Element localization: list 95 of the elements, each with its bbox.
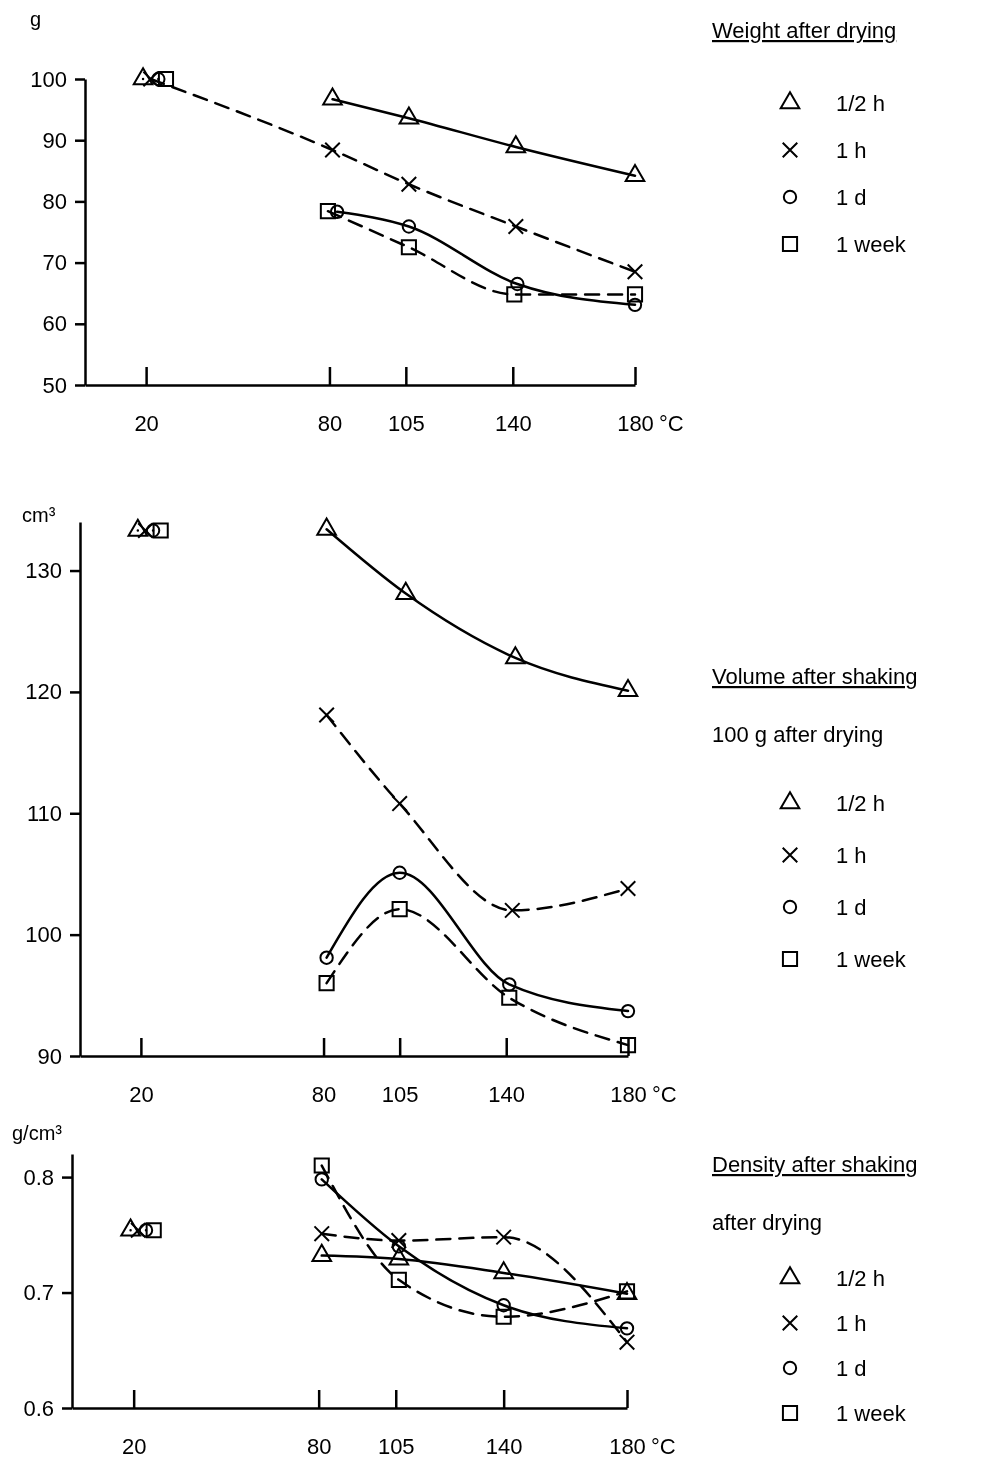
point bbox=[138, 1223, 154, 1238]
x-tick-label: 80 bbox=[311, 1081, 337, 1107]
point bbox=[627, 297, 643, 312]
point bbox=[152, 522, 169, 539]
text: Volume after shaking 100 g after drying bbox=[712, 664, 918, 747]
legend-label: 1 h bbox=[836, 842, 867, 868]
point bbox=[619, 880, 637, 897]
point bbox=[506, 286, 523, 303]
point bbox=[142, 70, 159, 88]
point bbox=[502, 977, 517, 992]
x-axis-title: °C bbox=[659, 411, 684, 436]
point bbox=[501, 989, 518, 1006]
legend-label: 1 d bbox=[836, 1355, 867, 1381]
point bbox=[618, 1333, 636, 1351]
y-tick-label: 80 bbox=[42, 188, 67, 214]
point bbox=[496, 1298, 511, 1313]
y-tick-label: 0.8 bbox=[23, 1164, 54, 1190]
point bbox=[495, 1308, 512, 1325]
legend-label: 1/2 h bbox=[836, 1265, 885, 1291]
point bbox=[395, 581, 417, 600]
point bbox=[504, 902, 521, 919]
y-tick-label: 60 bbox=[42, 311, 67, 337]
legend-label: 1 week bbox=[836, 946, 907, 972]
y-tick-label: 70 bbox=[42, 250, 67, 276]
point bbox=[390, 1232, 408, 1249]
y-tick-label: 110 bbox=[26, 800, 62, 826]
legend-label: 1 d bbox=[836, 894, 867, 920]
point bbox=[329, 204, 345, 219]
x-tick-label: 180 bbox=[617, 410, 654, 436]
point bbox=[391, 795, 408, 812]
point bbox=[313, 1157, 330, 1174]
x-tick-label: 180 bbox=[609, 1433, 646, 1459]
x-tick-label: 20 bbox=[121, 1433, 147, 1459]
point bbox=[619, 1321, 635, 1336]
point bbox=[316, 517, 337, 536]
legend-label: 1 d bbox=[836, 184, 867, 210]
point bbox=[324, 141, 341, 159]
y-tick-label: 50 bbox=[42, 372, 67, 398]
x-tick-label: 80 bbox=[317, 410, 343, 436]
y-tick-label: 100 bbox=[25, 922, 62, 948]
point bbox=[314, 1172, 329, 1187]
legend-label: 1 h bbox=[836, 137, 867, 163]
point bbox=[505, 646, 526, 665]
point bbox=[400, 239, 417, 256]
y-tick-label: 120 bbox=[25, 679, 62, 705]
y-tick-label: 0.7 bbox=[23, 1280, 54, 1306]
y-axis-title: g/cm³ bbox=[12, 1122, 63, 1144]
x-tick-label: 140 bbox=[488, 1081, 526, 1107]
legend-title: Weight after drying bbox=[712, 18, 897, 43]
legend-label: 1 h bbox=[836, 1310, 867, 1336]
point bbox=[401, 219, 417, 234]
legend-label: 1 week bbox=[836, 1400, 907, 1426]
point bbox=[391, 901, 408, 918]
legend-label: 1 week bbox=[836, 231, 907, 257]
x-tick-label: 105 bbox=[377, 1433, 415, 1459]
point bbox=[319, 950, 334, 965]
point bbox=[313, 1225, 331, 1242]
point bbox=[617, 678, 639, 698]
y-tick-label: 130 bbox=[25, 558, 62, 584]
point bbox=[620, 1003, 636, 1019]
point bbox=[390, 1271, 407, 1288]
y-tick-label: 90 bbox=[37, 1043, 62, 1069]
point bbox=[157, 70, 175, 88]
x-tick-label: 105 bbox=[387, 410, 425, 436]
y-tick-label: 100 bbox=[30, 66, 67, 92]
y-tick-label: 0.6 bbox=[23, 1395, 54, 1421]
point bbox=[626, 286, 644, 303]
y-axis-title: g bbox=[30, 8, 42, 30]
x-tick-label: 180 bbox=[610, 1081, 647, 1107]
point bbox=[145, 1222, 162, 1239]
x-axis-title: °C bbox=[651, 1434, 676, 1459]
text: Density after shaking after drying bbox=[712, 1152, 918, 1235]
x-tick-label: 20 bbox=[134, 410, 159, 436]
x-tick-label: 80 bbox=[306, 1433, 332, 1459]
x-tick-label: 105 bbox=[381, 1081, 419, 1107]
y-tick-label: 90 bbox=[42, 127, 67, 153]
point bbox=[127, 518, 149, 537]
legend-label: 1/2 h bbox=[836, 790, 885, 816]
point bbox=[318, 975, 335, 992]
x-tick-label: 20 bbox=[129, 1081, 154, 1107]
x-tick-label: 140 bbox=[494, 410, 532, 436]
point bbox=[391, 1239, 407, 1254]
point bbox=[145, 523, 161, 538]
point bbox=[626, 263, 644, 281]
y-axis-title: cm³ bbox=[22, 504, 56, 526]
point bbox=[392, 865, 407, 880]
point bbox=[510, 276, 525, 292]
x-tick-label: 140 bbox=[485, 1433, 523, 1459]
point bbox=[495, 1228, 512, 1246]
point bbox=[318, 706, 335, 724]
legend-label: 1/2 h bbox=[836, 90, 885, 116]
x-axis-title: °C bbox=[652, 1082, 677, 1107]
point bbox=[400, 175, 418, 193]
point bbox=[319, 203, 336, 220]
point bbox=[507, 218, 525, 235]
